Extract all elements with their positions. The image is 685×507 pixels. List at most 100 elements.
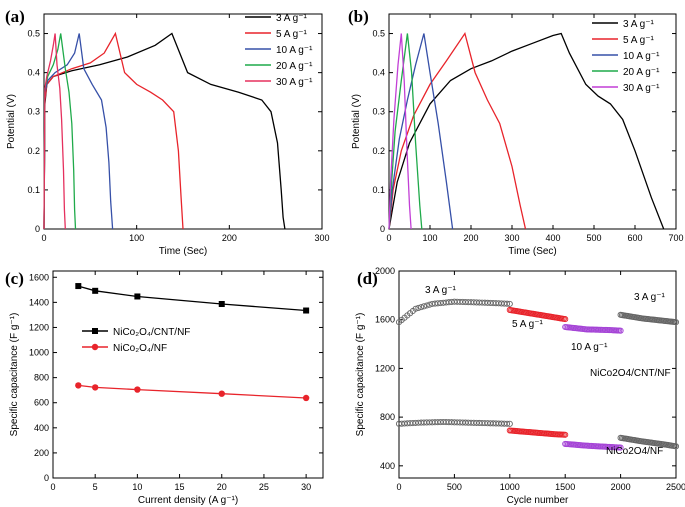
cycle-point [412,305,419,312]
data-point [134,386,141,393]
legend-label: 5 A g⁻¹ [623,35,655,46]
series-line [388,33,412,230]
data-point [75,382,82,389]
data-point [302,394,310,402]
panel-label: (c) [5,269,24,288]
x-tick-label: 0 [41,233,46,243]
data-point [75,283,82,290]
y-tick-label: 1400 [29,297,49,307]
annotation: NiCo2O4/NF [606,446,663,457]
y-tick-label: 1000 [29,348,49,358]
legend-label: 10 A g⁻¹ [623,51,660,62]
x-tick-label: 1000 [500,482,520,492]
legend-label: 20 A g⁻¹ [623,67,660,78]
x-tick-label: 500 [586,233,601,243]
cycle-point [506,420,513,427]
y-tick-label: 0.2 [372,146,385,156]
x-tick-label: 30 [301,482,311,492]
cycle-point [423,302,430,309]
y-tick-label: 0.1 [27,185,40,195]
series-line [43,33,114,230]
annotation: 3 A g⁻¹ [425,285,457,296]
cycle-point [672,319,680,326]
x-axis-label: Cycle number [507,495,569,506]
x-tick-label: 25 [259,482,269,492]
x-axis-label: Time (Sec) [159,246,208,257]
series-line [78,285,307,312]
cycle-point [503,420,511,427]
y-tick-label: 0.1 [372,185,385,195]
data-point [218,300,225,307]
x-tick-label: 20 [217,482,227,492]
series-line [388,32,665,230]
y-tick-label: 0 [35,224,40,234]
cycle-point [617,444,624,451]
y-tick-label: 800 [380,412,395,422]
x-tick-label: 15 [175,482,185,492]
cycle-point [562,431,569,438]
chart-panel-1: (b) 0 100 200 300 400 500 600 700 0 0.1 0.2 0.3 0.4 0.… [348,7,684,257]
cycle-point [672,443,680,450]
plot-frame [388,13,677,230]
plot-frame [398,270,677,479]
x-tick-label: 2000 [611,482,631,492]
y-axis-label: Specific capacitance (F g⁻¹) [355,313,366,437]
x-tick-label: 600 [627,233,642,243]
cycle-point [506,300,513,307]
legend-marker [91,343,99,351]
cycle-point [415,304,422,311]
series-line [43,31,184,230]
x-tick-label: 0 [396,482,401,492]
legend-label: 10 A g⁻¹ [276,45,313,56]
legend-label: 30 A g⁻¹ [276,77,313,88]
data-point [91,384,99,391]
cycle-point [426,301,433,308]
x-tick-label: 500 [447,482,462,492]
y-tick-label: 200 [34,448,49,458]
legend-label: 3 A g⁻¹ [623,19,655,30]
x-tick-label: 300 [504,233,519,243]
y-tick-label: 800 [34,373,49,383]
x-tick-label: 300 [314,233,329,243]
series-line [78,384,307,399]
y-tick-label: 0 [380,224,385,234]
x-tick-label: 200 [463,233,478,243]
annotation: 3 A g⁻¹ [634,292,666,303]
y-tick-label: 600 [34,398,49,408]
legend-marker [92,328,98,334]
chart-panel-2: (c) 0 5 10 15 20 25 30 0 200 400 600 800 1000 1200 1400… [5,269,324,506]
x-tick-label: 0 [50,482,55,492]
y-tick-label: 1600 [375,315,395,325]
y-tick-label: 0.3 [372,107,385,117]
x-tick-label: 1500 [555,482,575,492]
y-tick-label: 1200 [29,322,49,332]
x-tick-label: 100 [422,233,437,243]
legend-label: 20 A g⁻¹ [276,61,313,72]
panel-label: (d) [357,269,378,288]
y-tick-label: 2000 [375,266,395,276]
legend-label: 30 A g⁻¹ [623,83,660,94]
series-line [388,33,423,230]
series-line [43,33,66,230]
annotation: 10 A g⁻¹ [571,342,608,353]
series-line [43,33,77,230]
y-tick-label: 400 [34,423,49,433]
series-line [388,31,527,230]
x-tick-label: 200 [222,233,237,243]
legend-label: 3 A g⁻¹ [276,13,308,24]
x-tick-label: 0 [386,233,391,243]
data-point [218,390,225,397]
x-axis-label: Current density (A g⁻¹) [138,495,238,506]
series-line [43,32,286,230]
panel-label: (a) [5,7,25,26]
cycle-point [420,303,427,310]
y-axis-label: Specific capacitance (F g⁻¹) [9,313,20,437]
chart-panel-3: (d) 0 500 1000 1500 2000 2500 400 800 1200 1600 200… [355,266,685,506]
y-axis-label: Potential (V) [351,94,362,149]
y-tick-label: 0.3 [27,107,40,117]
y-tick-label: 0.2 [27,146,40,156]
cycle-point [418,304,425,311]
y-tick-label: 0.5 [372,29,385,39]
legend-label: NiCo₂O₄/CNT/NF [113,327,190,338]
